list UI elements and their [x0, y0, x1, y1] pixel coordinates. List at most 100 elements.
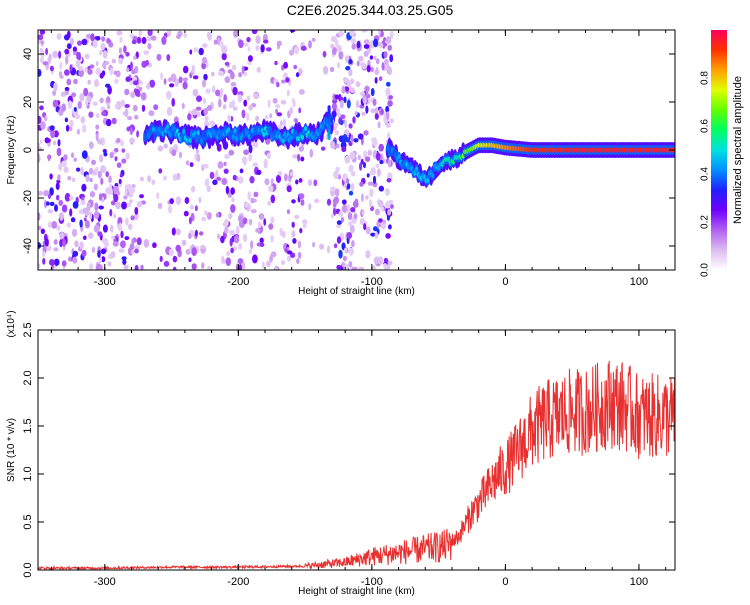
spectrogram-noise-cell [343, 77, 349, 83]
spectrogram-noise-cell [80, 166, 84, 176]
spectrogram-noise-cell [181, 239, 187, 246]
spectrogram-noise-cell [217, 37, 221, 46]
spectrogram-noise-cell [365, 226, 371, 235]
spectrogram-noise-cell [98, 205, 104, 210]
spectrogram-noise-cell [83, 235, 87, 240]
spectrogram-noise-cell [350, 182, 355, 192]
spectrogram-noise-cell [134, 264, 139, 270]
spectrogram-noise-cell [64, 192, 71, 202]
spectrogram-noise-cell [346, 183, 351, 190]
spectrogram-noise-cell [46, 245, 52, 251]
spectrogram-noise-cell [238, 242, 243, 250]
spectrogram-noise-cell [105, 187, 111, 195]
spectrogram-noise-cell [206, 185, 212, 193]
snr-panel: -300 -200 -100 0 100 0.0 0.5 1.0 1.5 2.0 2.5 Heig… [6, 310, 676, 597]
spectrogram-noise-cell [291, 199, 296, 204]
spectrogram-noise-cell [136, 91, 141, 98]
spectrogram-noise-cell [52, 50, 59, 59]
spectrogram-noise-cell [201, 262, 205, 269]
spectrogram-noise-cell [336, 220, 342, 225]
spectrogram-noise-cell [151, 179, 156, 185]
spectrogram-noise-cell [346, 232, 353, 239]
spectrogram-noise-cell [221, 177, 228, 186]
spectrogram-noise-cell [59, 231, 65, 240]
spectrogram-noise-cell [270, 216, 275, 224]
spectrogram-noise-cell [161, 36, 167, 45]
spectrogram-noise-cell [171, 97, 175, 107]
spectrogram-noise-cell [55, 182, 60, 190]
spectrogram-noise-cell [359, 162, 363, 171]
spectrogram-noise-cell [61, 260, 67, 267]
spectrogram-noise-cell [196, 111, 201, 117]
spectrogram-noise-cell [113, 70, 117, 75]
spectrogram-noise-cell [385, 111, 390, 121]
spectrogram-noise-cell [42, 257, 46, 265]
spectrogram-noise-cell [375, 66, 379, 75]
spectrogram-noise-cell [206, 105, 213, 111]
spectrogram-noise-cell [81, 183, 87, 192]
spectrogram-noise-cell [287, 250, 293, 255]
spectrogram-noise-cell [386, 81, 391, 87]
spectrogram-noise-cell [67, 100, 73, 109]
spectrogram-noise-cell [250, 240, 254, 250]
spectrogram-noise-cell [386, 178, 392, 183]
spectrogram-noise-cell [63, 154, 68, 161]
spectrogram-noise-cell [185, 160, 190, 166]
spectrogram-noise-cell [341, 242, 346, 251]
spectrogram-noise-cell [379, 159, 384, 165]
spectrogram-noise-cell [189, 49, 193, 55]
spectrogram-noise-cell [230, 204, 236, 213]
spectrogram-noise-cell [118, 222, 122, 231]
spectrogram-noise-cell [365, 250, 371, 259]
spectrogram-noise-cell [252, 162, 258, 167]
spectrogram-noise-cell [241, 261, 246, 270]
spectrogram-noise-cell [233, 235, 240, 244]
spectrogram-noise-cell [266, 152, 271, 160]
y-tick-label: 2.5 [22, 322, 34, 337]
spectrogram-noise-cell [201, 79, 207, 88]
spectrogram-noise-cell [223, 94, 227, 103]
spectrogram-noise-cell [136, 201, 143, 208]
spectrogram-noise-cell [121, 256, 127, 261]
spectrogram-noise-cell [205, 88, 211, 94]
spectrogram-noise-cell [255, 45, 260, 51]
spectrogram-noise-cell [56, 147, 62, 157]
spectrogram-noise-cell [212, 179, 218, 186]
spectrogram-noise-cell [268, 223, 274, 230]
spectrogram-noise-cell [348, 190, 354, 196]
spectrogram-noise-cell [136, 84, 140, 90]
spectrogram-noise-cell [121, 148, 126, 153]
spectrogram-noise-cell [369, 55, 374, 60]
spectrogram-noise-cell [221, 255, 225, 264]
spectrogram-noise-cell [362, 94, 366, 102]
spectrogram-noise-cell [57, 174, 61, 181]
spectrogram-noise-cell [166, 54, 171, 62]
spectrogram-noise-cell [235, 225, 240, 235]
y-tick-label: 20 [22, 96, 34, 108]
spectrogram-noise-cell [270, 194, 276, 204]
spectrogram-noise-cell [124, 104, 130, 108]
spectrogram-noise-cell [79, 219, 83, 228]
spectrogram-noise-cell [293, 46, 300, 55]
snr-y-label: SNR (10 * v/v) [6, 418, 17, 482]
spectrogram-noise-cell [168, 77, 172, 82]
spectrogram-noise-cell [380, 43, 384, 48]
spectrogram-noise-cell [176, 172, 181, 180]
spectrogram-noise-cell [66, 30, 71, 39]
spectrogram-noise-cell [238, 264, 242, 270]
spectrogram-noise-cell [105, 171, 109, 178]
spectrogram-noise-cell [277, 170, 283, 176]
spectrogram-noise-cell [95, 61, 99, 67]
spectrogram-noise-cell [276, 82, 280, 88]
spectrogram-noise-cell [362, 63, 367, 70]
spectrogram-noise-cell [330, 43, 335, 49]
spectrogram-ridge-core [166, 124, 170, 130]
spectrogram-noise-cell [39, 139, 43, 144]
spectrogram-noise-cell [253, 141, 259, 148]
spectrogram-noise-cell [363, 150, 367, 159]
spectrogram-noise-cell [67, 176, 72, 181]
spectrogram-noise-cell [83, 217, 87, 222]
spectrogram-noise-cell [118, 248, 125, 254]
spectrogram-noise-cell [108, 175, 112, 183]
